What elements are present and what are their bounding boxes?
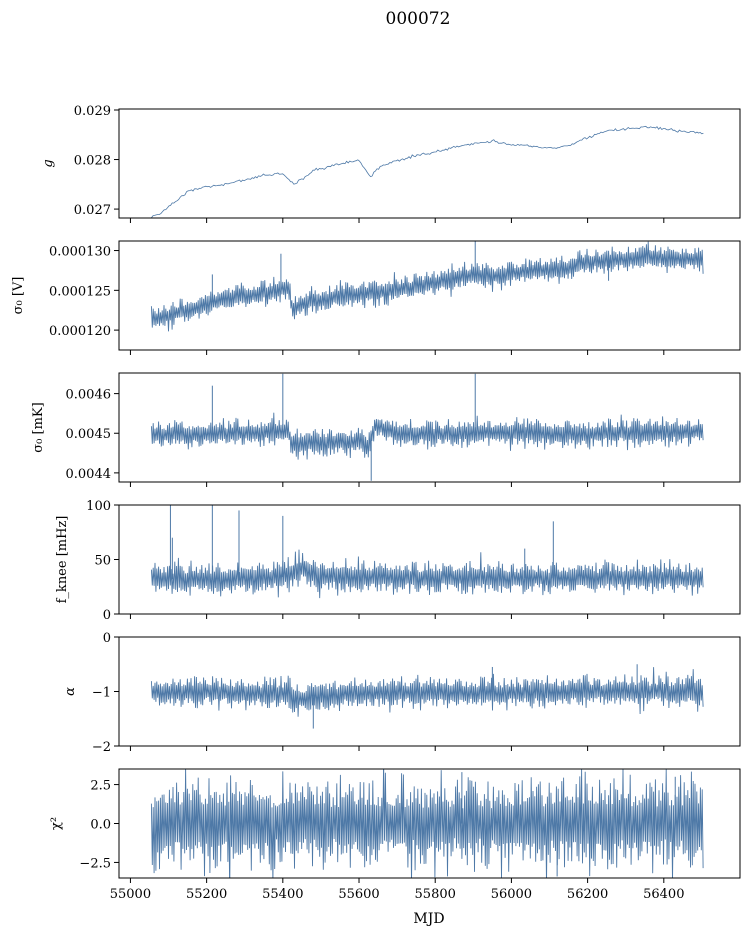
series-line-6-1 <box>150 769 704 878</box>
series-line-4-1 <box>150 549 704 599</box>
panel-1: 0.027 0.028 0.029 g <box>41 104 741 223</box>
y-tick-label-2-3: 0.000130 <box>49 245 111 260</box>
x-tick-label-3: 55400 <box>262 887 303 902</box>
axes-frame-2 <box>118 240 741 351</box>
y-axis-label-1: g <box>41 159 56 167</box>
y-tick-label-3-1: 0.0044 <box>66 467 112 482</box>
y-axis-label-3: σ₀ [mK] <box>31 402 46 452</box>
x-axis-label: MJD <box>413 911 444 927</box>
y-tick-label-1-2: 0.028 <box>74 154 111 169</box>
x-tick-label-4: 55600 <box>338 887 379 902</box>
axes-frame-1 <box>118 108 741 219</box>
x-tick-label-6: 56000 <box>491 887 532 902</box>
y-tick-label-6-1: −2.5 <box>79 856 111 871</box>
y-tick-label-5-1: −2 <box>92 740 111 755</box>
axes-frame-3 <box>118 372 741 483</box>
series-line-3-1 <box>150 412 704 460</box>
x-tick-label-7: 56200 <box>567 887 608 902</box>
y-tick-label-3-3: 0.0046 <box>66 388 112 403</box>
series-line-2-1 <box>150 241 704 332</box>
panel-4: 0 50 100 f_knee [mHz] <box>55 499 741 623</box>
y-tick-label-3-2: 0.0045 <box>66 427 112 442</box>
series-line-1-1 <box>151 125 704 218</box>
x-tick-label-5: 55800 <box>415 887 456 902</box>
y-tick-label-4-1: 0 <box>103 608 111 623</box>
series-line-5-1 <box>150 667 704 717</box>
y-tick-label-2-2: 0.000125 <box>49 284 111 299</box>
panels: 0.027 0.028 0.029 g 0.000120 0.000125 0.000130… <box>11 104 741 902</box>
y-tick-label-4-3: 100 <box>86 499 111 514</box>
y-tick-label-5-2: −1 <box>92 686 111 701</box>
panel-3: 0.0044 0.0045 0.0046 σ₀ [mK] <box>31 372 741 487</box>
x-tick-label-1: 55000 <box>110 887 151 902</box>
y-tick-label-6-3: 2.5 <box>90 779 111 794</box>
y-tick-label-4-2: 50 <box>94 554 111 569</box>
y-axis-label-4: f_knee [mHz] <box>55 516 70 604</box>
x-tick-label-2: 55200 <box>186 887 227 902</box>
y-axis-label-5: α <box>63 687 78 696</box>
y-tick-label-6-2: 0.0 <box>90 818 111 833</box>
panel-2: 0.000120 0.000125 0.000130 σ₀ [V] <box>11 240 741 355</box>
y-tick-label-1-3: 0.029 <box>74 104 111 119</box>
y-tick-label-1-1: 0.027 <box>74 203 111 218</box>
panel-6: −2.5 0.0 2.5 55000 55200 55400 55600 55800 56000… <box>49 768 741 902</box>
y-axis-label-6: χ² <box>49 817 64 830</box>
figure-title: 000072 <box>386 9 451 29</box>
panel-5: −2 −1 0 α <box>63 631 741 755</box>
x-tick-label-8: 56400 <box>643 887 684 902</box>
y-axis-label-2: σ₀ [V] <box>11 277 26 315</box>
y-tick-label-2-1: 0.000120 <box>49 324 111 339</box>
y-tick-label-5-3: 0 <box>103 631 111 646</box>
